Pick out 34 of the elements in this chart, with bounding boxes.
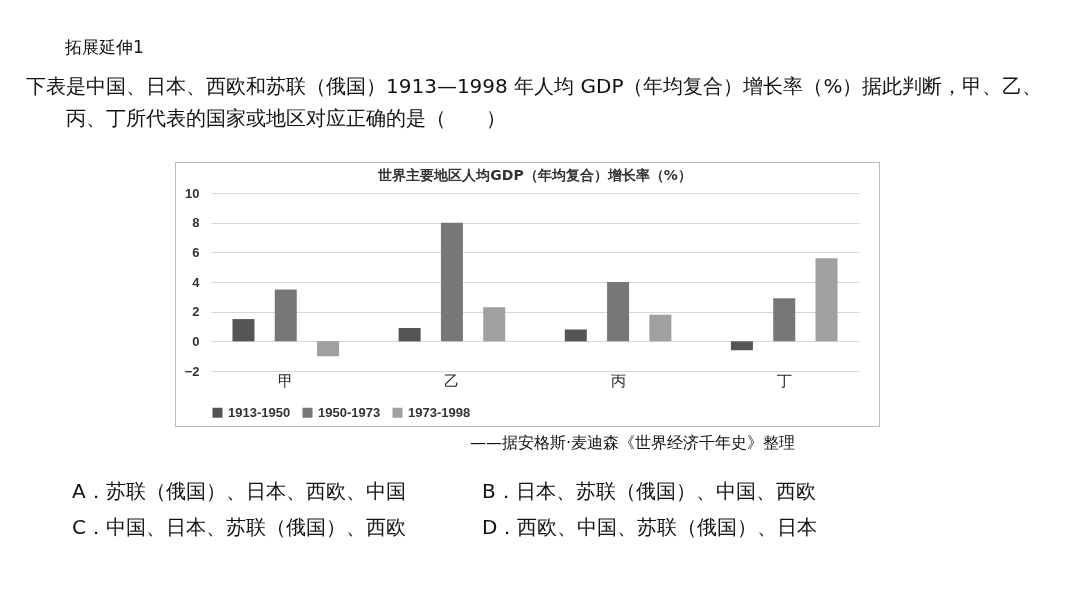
y-tick-label: 0 <box>192 333 200 349</box>
y-tick-label: 2 <box>192 304 200 320</box>
bar <box>274 289 297 342</box>
x-tick-label: 甲 <box>278 371 294 390</box>
text: ——据安格斯·麦迪森《世界经济千年史》整理 <box>470 433 796 454</box>
bar <box>483 307 506 342</box>
bar <box>730 341 753 351</box>
text: 拓展延伸1 <box>65 36 144 59</box>
bar <box>317 341 340 357</box>
x-tick-label: 乙 <box>444 371 460 390</box>
bar <box>398 327 421 342</box>
x-tick-label: 丙 <box>610 371 626 390</box>
legend-label: 1950-1973 <box>318 404 381 420</box>
legend-label: 1913-1950 <box>228 404 291 420</box>
y-tick-label: 10 <box>185 185 200 201</box>
y-tick-label: −2 <box>184 363 200 379</box>
text: D．西欧、中国、苏联（俄国）、日本 <box>482 514 818 541</box>
text: 下表是中国、日本、西欧和苏联（俄国）1913—1998 年人均 GDP（年均复合）增长率（%）据此判断，甲、乙、丙、丁所代表的国家或地区对应正确的是（ ） <box>26 73 1044 132</box>
y-tick-label: 4 <box>192 274 201 290</box>
text: A．苏联（俄国）、日本、西欧、中国 <box>72 478 406 505</box>
chart-title: 世界主要地区人均GDP（年均复合）增长率（%） <box>377 167 692 183</box>
legend-label: 1973-1998 <box>408 404 471 420</box>
bar <box>440 222 463 342</box>
text: C．中国、日本、苏联（俄国）、西欧 <box>72 514 406 541</box>
bar <box>564 329 587 342</box>
x-tick-label: 丁 <box>776 371 792 390</box>
bar <box>773 298 796 342</box>
text: B．日本、苏联（俄国）、中国、西欧 <box>482 478 816 505</box>
y-tick-label: 6 <box>192 244 200 260</box>
bar <box>815 258 838 342</box>
bar <box>232 319 255 342</box>
bar <box>649 314 672 342</box>
bar <box>607 282 630 342</box>
y-tick-label: 8 <box>192 215 200 231</box>
